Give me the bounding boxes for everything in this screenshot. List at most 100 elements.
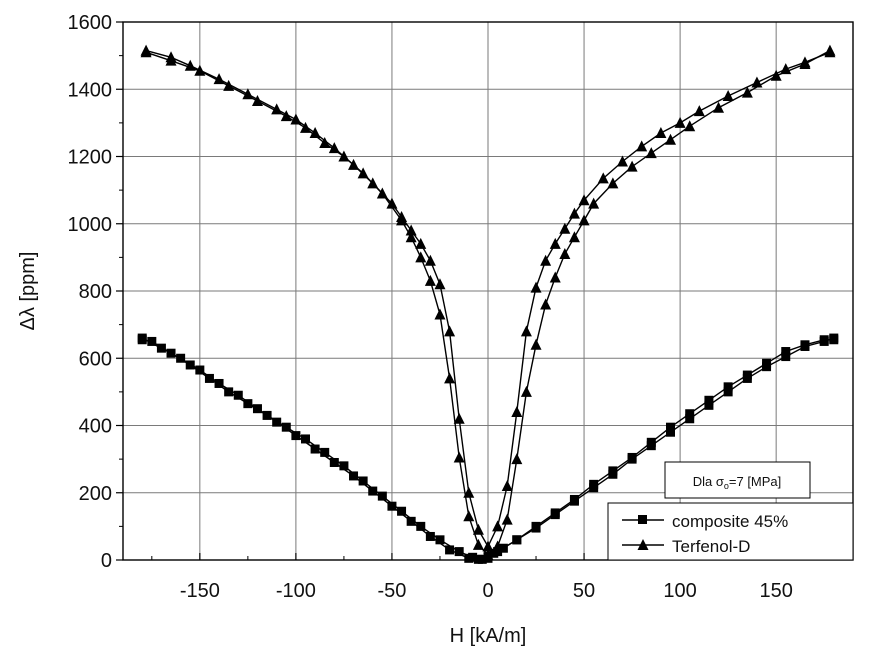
data-point-triangle bbox=[549, 237, 561, 249]
data-point-square bbox=[666, 427, 675, 437]
data-point-triangle bbox=[559, 222, 571, 234]
data-point-triangle bbox=[540, 298, 552, 310]
data-point-square bbox=[358, 476, 368, 486]
data-point-square bbox=[387, 501, 397, 511]
data-point-triangle bbox=[223, 79, 235, 91]
data-point-square bbox=[291, 431, 301, 441]
data-point-triangle bbox=[453, 412, 465, 424]
data-point-triangle bbox=[251, 95, 263, 107]
legend-marker-square bbox=[638, 515, 647, 524]
data-point-triangle bbox=[271, 103, 283, 115]
y-tick-label: 800 bbox=[79, 281, 112, 303]
data-point-square bbox=[531, 523, 541, 533]
data-point-triangle bbox=[386, 197, 398, 209]
data-point-square bbox=[272, 417, 282, 427]
data-point-square bbox=[233, 390, 243, 400]
y-tick-label: 400 bbox=[79, 416, 112, 438]
data-point-square bbox=[819, 336, 829, 346]
data-point-square bbox=[589, 483, 599, 493]
data-point-triangle bbox=[741, 86, 753, 98]
y-tick-label: 0 bbox=[101, 550, 112, 572]
x-tick-label: 150 bbox=[759, 580, 792, 602]
data-point-triangle bbox=[242, 88, 254, 100]
data-point-triangle bbox=[300, 121, 311, 133]
data-point-square bbox=[243, 399, 253, 409]
data-point-triangle bbox=[424, 274, 436, 286]
annotation-prefix: Dla σ bbox=[693, 474, 724, 489]
data-point-triangle bbox=[520, 385, 532, 397]
data-point-triangle bbox=[405, 231, 417, 243]
data-point-triangle bbox=[482, 548, 494, 560]
data-point-square bbox=[498, 543, 508, 553]
data-point-square bbox=[608, 469, 618, 479]
data-point-square bbox=[454, 547, 464, 557]
data-point-triangle bbox=[530, 338, 542, 350]
data-point-triangle bbox=[511, 406, 523, 418]
annotation-text: Dla σo=7 [MPa] bbox=[693, 474, 782, 491]
axis-ticks: -150 -100 -50 0 50 100 150 0 200 400 600 800 1000 120… bbox=[68, 12, 825, 602]
data-point-square bbox=[550, 510, 560, 520]
data-point-triangle bbox=[655, 126, 667, 138]
data-point-square bbox=[339, 461, 349, 471]
data-point-triangle bbox=[444, 325, 456, 337]
data-point-square bbox=[627, 454, 637, 464]
data-point-triangle bbox=[530, 281, 542, 293]
data-point-square bbox=[781, 347, 791, 357]
data-point-square bbox=[176, 353, 186, 363]
data-point-square bbox=[685, 414, 695, 424]
data-point-square bbox=[224, 387, 234, 397]
data-point-triangle bbox=[415, 237, 427, 249]
data-point-triangle bbox=[607, 177, 619, 189]
data-point-square bbox=[829, 333, 839, 343]
data-point-square bbox=[435, 535, 445, 545]
data-point-triangle bbox=[396, 214, 408, 226]
data-point-triangle bbox=[213, 73, 225, 85]
data-point-triangle bbox=[799, 58, 811, 70]
data-point-triangle bbox=[463, 486, 475, 498]
grid bbox=[123, 22, 853, 560]
data-point-triangle bbox=[194, 64, 206, 76]
data-point-square bbox=[320, 447, 330, 457]
data-point-square bbox=[723, 382, 733, 392]
annotation-suffix: =7 [MPa] bbox=[729, 474, 781, 489]
data-point-square bbox=[416, 521, 426, 531]
data-point-square bbox=[489, 548, 499, 558]
y-tick-label: 1200 bbox=[68, 147, 113, 169]
data-point-square bbox=[329, 457, 339, 467]
data-point-triangle bbox=[165, 54, 177, 66]
data-point-square bbox=[397, 506, 407, 516]
data-point-triangle bbox=[328, 142, 340, 154]
x-tick-label: -100 bbox=[276, 580, 316, 602]
x-tick-label: -150 bbox=[180, 580, 220, 602]
data-point-square bbox=[252, 404, 262, 414]
data-point-triangle bbox=[559, 248, 571, 260]
data-point-triangle bbox=[674, 116, 686, 128]
data-point-triangle bbox=[472, 538, 484, 550]
data-point-square bbox=[512, 535, 522, 545]
data-point-triangle bbox=[693, 105, 705, 117]
data-point-triangle bbox=[463, 510, 475, 522]
data-point-triangle bbox=[492, 520, 504, 532]
y-tick-label: 200 bbox=[79, 483, 112, 505]
y-axis-label: Δλ [ppm] bbox=[17, 252, 39, 331]
annotation-sub: o bbox=[724, 481, 729, 491]
data-point-square bbox=[685, 409, 695, 419]
data-point-triangle bbox=[665, 133, 676, 145]
data-point-triangle bbox=[578, 214, 590, 226]
data-point-triangle bbox=[511, 453, 523, 465]
data-point-triangle bbox=[824, 44, 836, 56]
data-point-square bbox=[569, 496, 579, 506]
data-point-square bbox=[704, 400, 714, 410]
data-point-square bbox=[281, 422, 291, 432]
data-point-triangle bbox=[501, 480, 513, 492]
data-point-triangle bbox=[645, 147, 657, 159]
y-tick-label: 1400 bbox=[68, 79, 113, 101]
legend-label-composite: composite 45% bbox=[672, 512, 788, 531]
data-point-triangle bbox=[140, 46, 152, 58]
data-point-triangle bbox=[770, 69, 782, 81]
data-point-triangle bbox=[568, 207, 580, 219]
data-point-triangle bbox=[434, 308, 446, 320]
data-point-triangle bbox=[415, 251, 427, 263]
data-point-triangle bbox=[626, 160, 638, 172]
